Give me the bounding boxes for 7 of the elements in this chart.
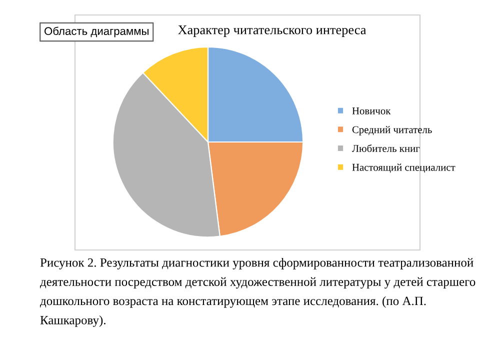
text: Область диаграммы: [44, 26, 148, 38]
text: Рисунок 2. Результаты диагностики уровня сформированности театрализованной деятельности посредством детской художественной литературы у детей старшего дошкольного возраста на констатирующем этапе исследования. (по А.П. Кашкарову).: [40, 258, 476, 327]
legend-label: Новичок: [352, 107, 391, 114]
legend-label: Средний читатель: [352, 126, 432, 136]
chart-title: Характер читательского интереса: [178, 26, 366, 37]
legend-label: Любитель книг: [352, 144, 420, 152]
legend-label: Настоящий специалист: [352, 164, 456, 173]
